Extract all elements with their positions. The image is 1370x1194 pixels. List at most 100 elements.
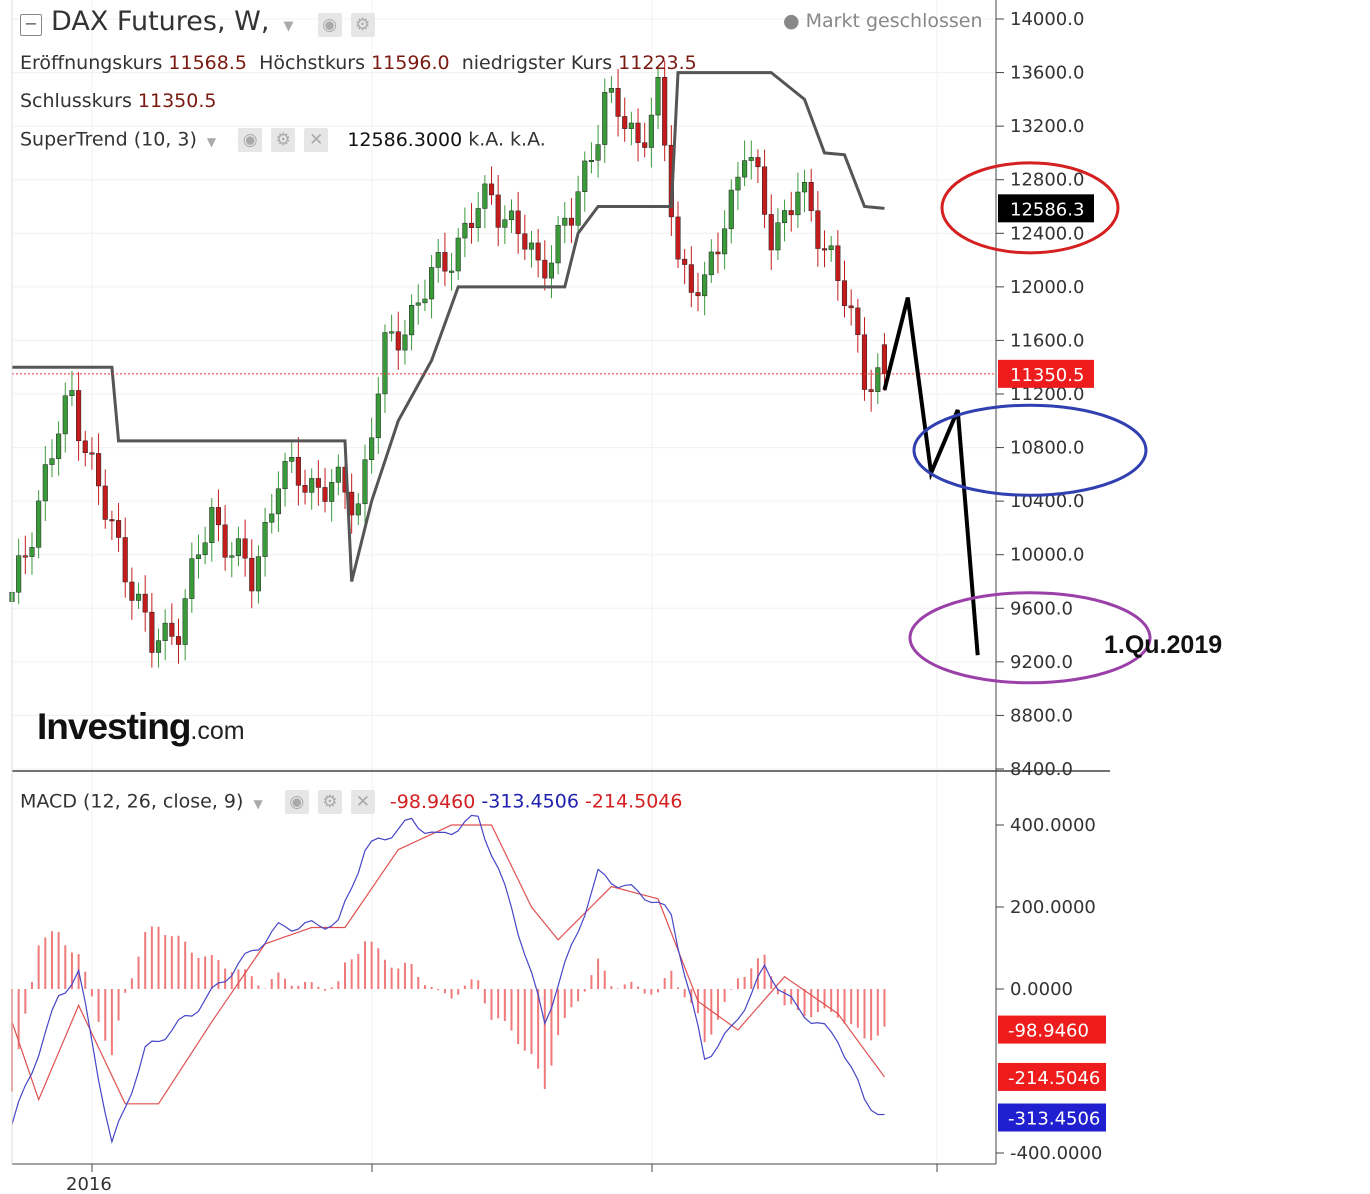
candle-body (595, 144, 601, 161)
candle-body (362, 459, 368, 505)
candle-body (881, 344, 888, 375)
y-tick-label: 11600.0 (1010, 330, 1084, 351)
candle-body (222, 524, 228, 558)
close-icon[interactable]: ✕ (350, 790, 375, 814)
candle-body (375, 393, 381, 439)
candle-body (642, 142, 648, 148)
y-tick-label: 10800.0 (1010, 438, 1084, 459)
gear-icon[interactable]: ⚙ (317, 790, 342, 814)
candle-body (369, 437, 375, 460)
candle-body (415, 302, 421, 306)
candle-body (49, 458, 55, 465)
eye-icon[interactable]: ◉ (238, 128, 263, 152)
candle-body (462, 222, 468, 239)
candle-body (209, 507, 215, 544)
eye-icon[interactable]: ◉ (284, 790, 309, 814)
chevron-down-icon[interactable]: ▼ (253, 796, 263, 811)
candle-body (575, 191, 581, 226)
macd-line-tag-bg (998, 1103, 1106, 1132)
candle-body (508, 210, 515, 220)
candle-body (329, 482, 335, 502)
candle-body (675, 216, 681, 260)
candle-body (169, 622, 175, 637)
eye-icon[interactable]: ◉ (317, 12, 342, 37)
gear-icon[interactable]: ⚙ (350, 12, 375, 37)
candle-body (449, 270, 455, 273)
candle-body (355, 503, 361, 516)
macd-signal-tag-bg (998, 1062, 1106, 1091)
candle-body (708, 251, 714, 276)
candle-body (868, 389, 874, 392)
candle-body (42, 464, 48, 502)
candle-body (76, 390, 82, 442)
candle-body (96, 453, 102, 487)
candle-body (722, 228, 728, 255)
chart-title: DAX Futures, W, (51, 6, 270, 37)
chevron-down-icon[interactable]: ▼ (283, 19, 294, 34)
candlestick-series (9, 60, 888, 668)
candle-body (622, 116, 628, 129)
close-icon[interactable]: ✕ (304, 128, 329, 152)
candle-body (482, 183, 488, 209)
supertrend-line (12, 71, 885, 582)
macd-value-histogram: -98.9460 (389, 790, 476, 813)
y-tick-label: 13600.0 (1010, 63, 1084, 84)
candle-body (515, 210, 521, 235)
annotation-overlay (882, 161, 1152, 685)
candle-body (122, 537, 128, 583)
candle-body (82, 440, 88, 453)
chart-header: − DAX Futures, W, ▼ ◉ ⚙ (20, 6, 378, 37)
candle-body (801, 181, 808, 193)
candle-body (389, 331, 395, 334)
high-label: Höchstkurs (259, 52, 366, 74)
candle-body (269, 513, 275, 523)
macd-line-tag: -313.4506 (1008, 1109, 1100, 1130)
close-value: 11350.5 (137, 90, 217, 112)
last-price-tag-bg (998, 359, 1094, 388)
target-zone-blue (912, 403, 1148, 497)
macd-y-tick-label: 200.0000 (1010, 897, 1096, 918)
chevron-down-icon[interactable]: ▼ (206, 134, 217, 149)
candle-body (835, 245, 841, 281)
candle-body (135, 593, 142, 601)
candle-body (36, 500, 42, 548)
y-tick-label: 14000.0 (1010, 9, 1084, 30)
candle-body (841, 280, 848, 307)
supertrend-label: SuperTrend (10, 3) (20, 128, 197, 151)
candle-body (828, 245, 834, 251)
gear-icon[interactable]: ⚙ (271, 128, 296, 152)
candle-body (16, 555, 22, 593)
macd-y-tick-label: 400.0000 (1010, 815, 1096, 836)
open-label: Eröffnungskurs (20, 52, 163, 74)
supertrend-tag: 12586.3 (1010, 199, 1084, 220)
macd-hist-tag-bg (998, 1015, 1106, 1044)
candle-body (568, 217, 574, 226)
candle-body (502, 219, 508, 228)
candle-body (89, 452, 95, 455)
candle-body (255, 556, 261, 592)
candle-body (602, 92, 608, 145)
candle-body (655, 77, 661, 116)
candle-body (175, 636, 182, 645)
candle-body (495, 194, 501, 228)
candle-body (142, 593, 148, 613)
candle-body (795, 191, 801, 216)
candle-body (295, 456, 301, 486)
candle-body (488, 183, 495, 196)
candle-body (768, 214, 774, 251)
candle-body (728, 189, 734, 230)
candle-body (582, 160, 588, 192)
candle-body (189, 558, 195, 599)
candle-body (202, 542, 208, 556)
candle-body (229, 555, 235, 558)
close-row: Schlusskurs 11350.5 (20, 90, 216, 112)
candle-body (56, 433, 62, 459)
collapse-icon[interactable]: − (20, 13, 42, 36)
axes: 14000.0 13600.0 13200.0 12800.0 12400.0 12000… (11, 0, 1110, 1194)
candle-body (109, 519, 115, 522)
candle-body (429, 267, 435, 300)
candle-body (555, 225, 561, 264)
y-tick-label: 9600.0 (1010, 598, 1073, 619)
x-tick-label: 2016 (66, 1174, 112, 1194)
